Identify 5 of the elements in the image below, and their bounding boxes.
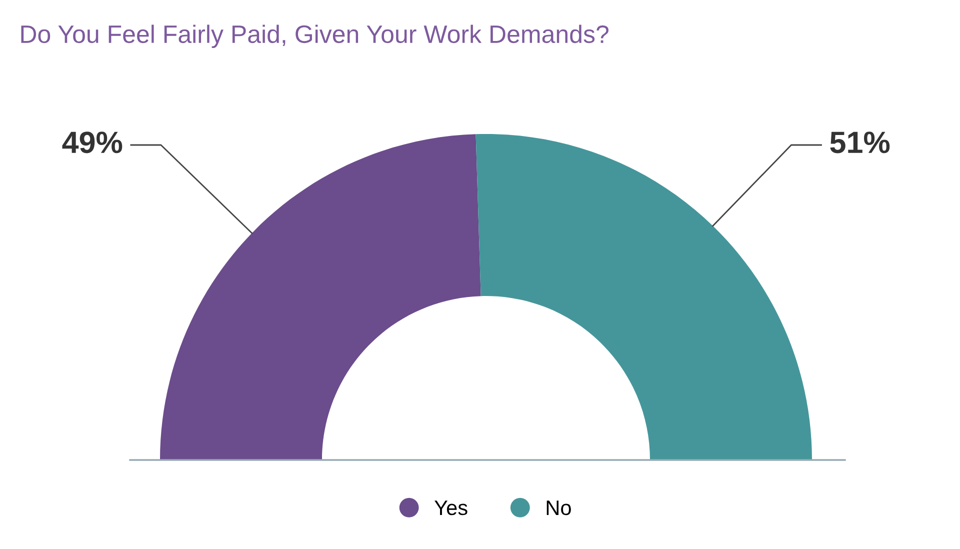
chart-title: Do You Feel Fairly Paid, Given Your Work Demands? xyxy=(21,24,608,48)
legend-label: No xyxy=(546,500,571,516)
data-label: 49% xyxy=(62,132,122,154)
legend-label: Yes xyxy=(434,500,468,516)
data-label: 51% xyxy=(830,132,890,154)
